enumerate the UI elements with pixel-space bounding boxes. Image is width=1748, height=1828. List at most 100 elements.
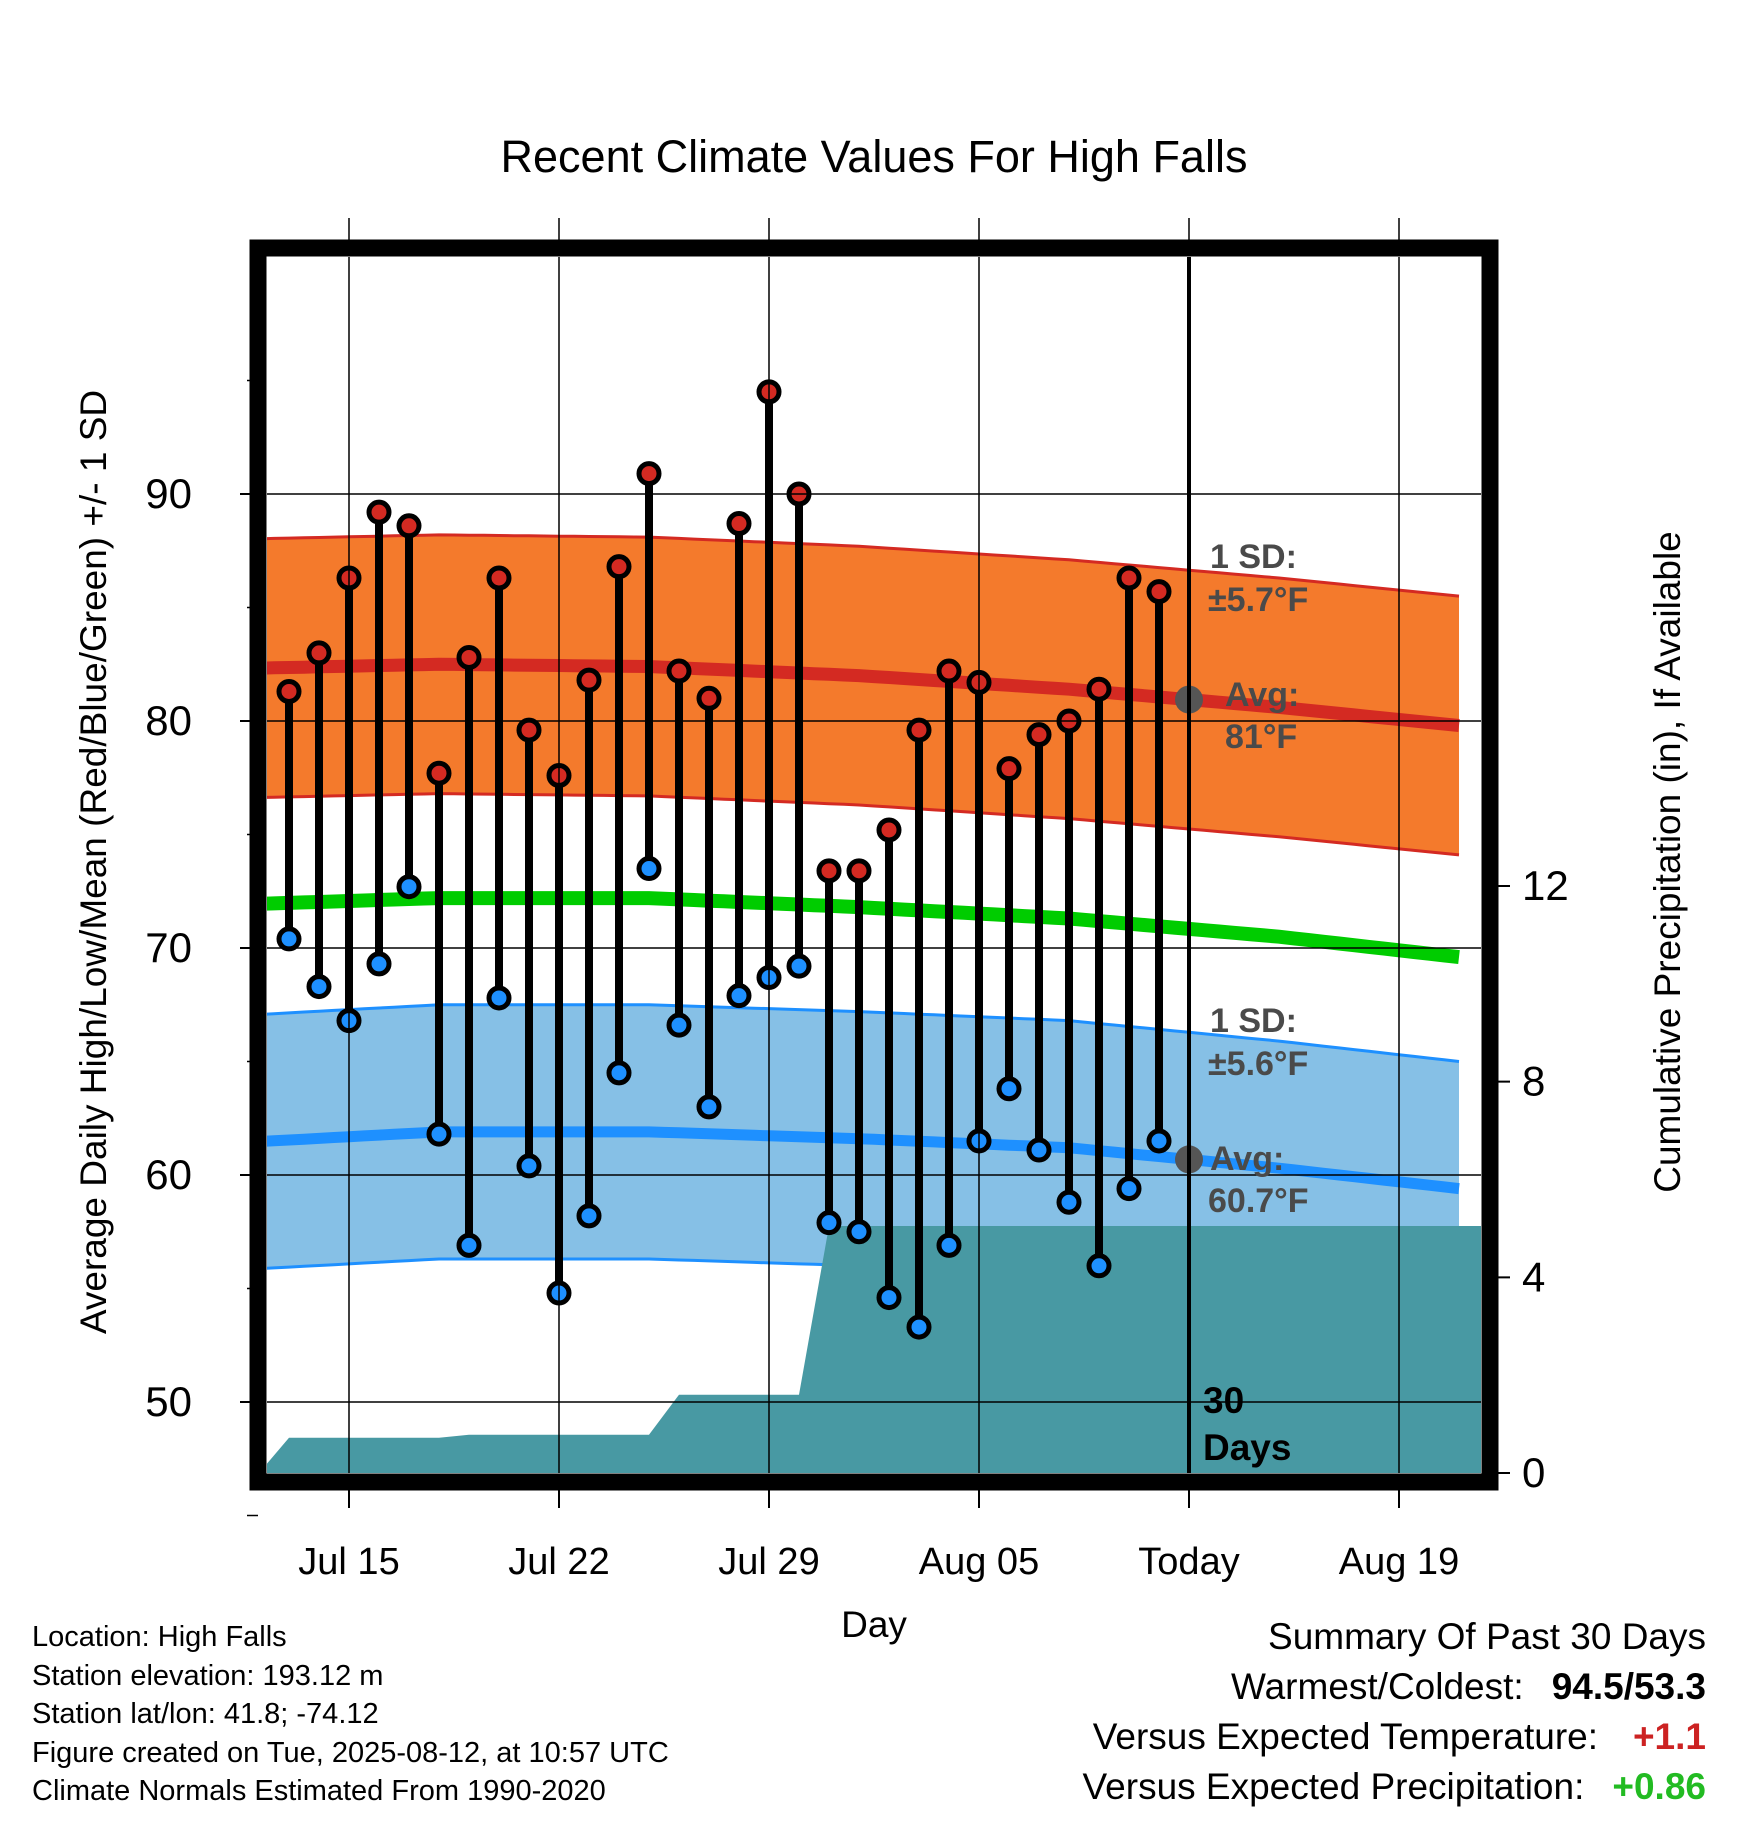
plot-clip-group bbox=[267, 379, 1481, 1473]
precip-area bbox=[267, 1226, 1481, 1473]
low-avg-line2: 60.7°F bbox=[1208, 1182, 1309, 1220]
plot-frame bbox=[249, 239, 1499, 1491]
daily-high-point bbox=[486, 565, 512, 591]
daily-low-point bbox=[1086, 1253, 1112, 1279]
days-word: Days bbox=[1203, 1427, 1291, 1468]
y-axis-label-right: Cumulative Precipitation (in), If Availa… bbox=[1647, 531, 1688, 1193]
summary-panel: Summary Of Past 30 Days Warmest/Coldest:… bbox=[1083, 1612, 1706, 1812]
station-info: Location: High Falls Station elevation: … bbox=[32, 1618, 669, 1811]
daily-low-point bbox=[1146, 1128, 1172, 1154]
daily-high-point bbox=[426, 760, 452, 786]
location-text: Location: High Falls bbox=[32, 1621, 287, 1653]
y-right-tick-label: 0 bbox=[1522, 1449, 1545, 1496]
daily-high-point bbox=[1116, 565, 1142, 591]
daily-low-point bbox=[366, 951, 392, 977]
daily-high-point bbox=[996, 756, 1022, 782]
daily-high-point bbox=[276, 678, 302, 704]
daily-low-point bbox=[396, 874, 422, 900]
daily-high-point bbox=[1086, 676, 1112, 702]
x-tick-label: Jul 29 bbox=[718, 1541, 819, 1583]
daily-low-point bbox=[456, 1232, 482, 1258]
daily-high-point bbox=[906, 717, 932, 743]
y-left-tick-label: 90 bbox=[145, 470, 192, 517]
daily-low-point bbox=[846, 1219, 872, 1245]
high-sd-band-upper-edge bbox=[267, 533, 1460, 598]
low-sd-band-upper-edge bbox=[267, 1003, 1460, 1063]
grid bbox=[267, 257, 1481, 1473]
low-sd-line2: ±5.6°F bbox=[1208, 1045, 1308, 1083]
high-avg-line1: Avg: bbox=[1225, 676, 1299, 714]
daily-high-point bbox=[1026, 722, 1052, 748]
daily-low-point bbox=[816, 1210, 842, 1236]
daily-low-point bbox=[696, 1094, 722, 1120]
daily-low-point bbox=[876, 1285, 902, 1311]
daily-high-point bbox=[576, 667, 602, 693]
days-count: 30 bbox=[1203, 1380, 1244, 1421]
precip-value: +0.86 bbox=[1612, 1766, 1706, 1807]
daily-high-point bbox=[816, 858, 842, 884]
mean-line bbox=[267, 891, 1460, 965]
daily-low-point bbox=[1056, 1189, 1082, 1215]
daily-high-point bbox=[1146, 579, 1172, 605]
daily-low-point bbox=[606, 1060, 632, 1086]
daily-high-point bbox=[636, 461, 662, 487]
days-annotation: 30 Days bbox=[1203, 1380, 1291, 1468]
x-tick-label: Jul 15 bbox=[298, 1541, 399, 1583]
x-tick-label: Jul 22 bbox=[508, 1541, 609, 1583]
y-axis-label-left: Average Daily High/Low/Mean (Red/Blue/Gr… bbox=[73, 390, 114, 1334]
daily-low-point bbox=[306, 974, 332, 1000]
created-text: Figure created on Tue, 2025-08-12, at 10… bbox=[32, 1736, 669, 1769]
warm-cold-label: Warmest/Coldest: bbox=[1231, 1666, 1524, 1707]
daily-low-point bbox=[786, 953, 812, 979]
x-axis-label: Day bbox=[841, 1604, 907, 1645]
warm-cold-row: Warmest/Coldest: 94.5/53.3 bbox=[1083, 1662, 1706, 1712]
daily-high-point bbox=[396, 513, 422, 539]
daily-high-point bbox=[876, 817, 902, 843]
low-annotation: 1 SD: ±5.6°F Avg: 60.7°F bbox=[1208, 1002, 1309, 1220]
daily-high-point bbox=[456, 644, 482, 670]
daily-high-point bbox=[606, 554, 632, 580]
low-avg-line1: Avg: bbox=[1210, 1140, 1284, 1178]
daily-high-point bbox=[696, 685, 722, 711]
warm-cold-value: 94.5/53.3 bbox=[1551, 1666, 1706, 1707]
axes: 50 60 70 80 90 0 4 8 12 Jul 15 Jul 22 Jul 29 Aug 05 T… bbox=[145, 218, 1569, 1583]
high-annotation: 1 SD: ±5.7°F Avg: 81°F bbox=[1208, 538, 1308, 756]
summary-heading: Summary Of Past 30 Days bbox=[1268, 1616, 1706, 1657]
y-left-tick-label: 70 bbox=[145, 924, 192, 971]
temp-row: Versus Expected Temperature: +1.1 bbox=[1083, 1712, 1706, 1762]
daily-low-point bbox=[636, 856, 662, 882]
high-sd-line1: 1 SD: bbox=[1210, 538, 1297, 576]
daily-low-point bbox=[426, 1121, 452, 1147]
daily-high-point bbox=[516, 717, 542, 743]
x-tick-label: Aug 05 bbox=[919, 1541, 1039, 1583]
daily-high-point bbox=[666, 658, 692, 684]
high-mean-line bbox=[267, 657, 1460, 732]
x-tick-label: Aug 19 bbox=[1339, 1541, 1459, 1583]
daily-low-point bbox=[996, 1076, 1022, 1102]
daily-high-point bbox=[306, 640, 332, 666]
daily-high-point bbox=[366, 499, 392, 525]
precip-label: Versus Expected Precipitation: bbox=[1082, 1766, 1585, 1807]
low-sd-line1: 1 SD: bbox=[1210, 1002, 1297, 1040]
daily-low-point bbox=[576, 1203, 602, 1229]
daily-low-point bbox=[666, 1012, 692, 1038]
daily-low-point bbox=[276, 926, 302, 952]
normals-text: Climate Normals Estimated From 1990-2020 bbox=[32, 1775, 606, 1807]
daily-low-point bbox=[1026, 1137, 1052, 1163]
daily-high-point bbox=[936, 658, 962, 684]
chart-title: Recent Climate Values For High Falls bbox=[501, 131, 1248, 182]
daily-low-point bbox=[516, 1153, 542, 1179]
high-avg-line2: 81°F bbox=[1225, 718, 1297, 756]
y-left-tick-label: 80 bbox=[145, 697, 192, 744]
temp-label: Versus Expected Temperature: bbox=[1092, 1716, 1598, 1757]
y-right-tick-label: 8 bbox=[1522, 1058, 1545, 1105]
precip-row: Versus Expected Precipitation: +0.86 bbox=[1083, 1762, 1706, 1812]
x-tick-label: Today bbox=[1138, 1541, 1239, 1583]
plot-area bbox=[267, 379, 1481, 1473]
daily-high-point bbox=[726, 511, 752, 537]
daily-low-point bbox=[726, 983, 752, 1009]
elevation-text: Station elevation: 193.12 m bbox=[32, 1659, 384, 1692]
temp-value: +1.1 bbox=[1632, 1716, 1706, 1757]
daily-low-point bbox=[936, 1232, 962, 1258]
